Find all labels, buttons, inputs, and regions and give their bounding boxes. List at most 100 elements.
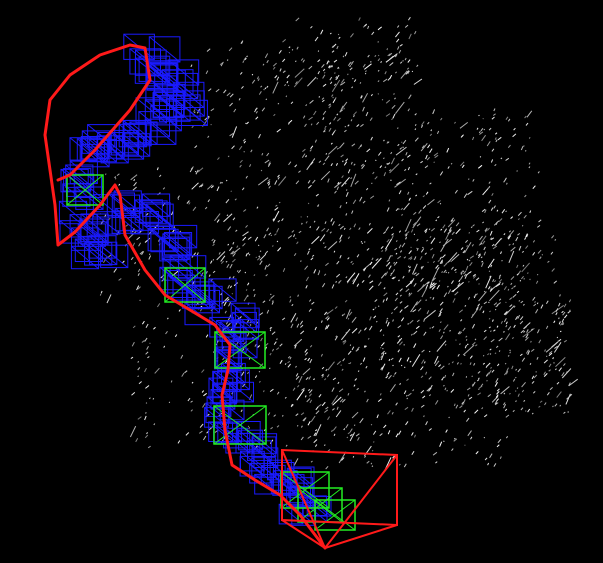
map-point [454, 189, 458, 194]
map-point [245, 175, 248, 179]
map-point [498, 278, 503, 283]
map-point [241, 187, 245, 191]
camera-frustum [58, 200, 88, 225]
camera-frustum [62, 183, 91, 207]
camera-frustum-edge [145, 203, 174, 227]
map-point [415, 272, 420, 277]
map-point [392, 364, 394, 367]
camera-frustum [76, 138, 106, 162]
map-point [486, 371, 490, 376]
map-point [483, 414, 488, 418]
map-point [515, 315, 519, 320]
map-point [490, 339, 495, 343]
map-point [495, 377, 499, 383]
map-point [327, 241, 338, 251]
map-point [398, 463, 401, 466]
map-point [510, 216, 514, 219]
map-point [371, 182, 373, 185]
map-point [204, 115, 210, 121]
map-point [474, 338, 477, 341]
map-point [397, 46, 400, 50]
map-point [337, 33, 340, 36]
map-point [232, 252, 236, 257]
map-point [320, 320, 323, 323]
map-point [516, 290, 520, 294]
map-point [335, 77, 339, 81]
map-point [425, 154, 428, 160]
map-point [436, 361, 439, 364]
map-point [264, 159, 270, 164]
map-point [289, 299, 292, 303]
map-point [377, 69, 380, 72]
map-point [561, 310, 564, 314]
map-point [467, 394, 470, 397]
map-point [390, 272, 394, 275]
map-point [431, 253, 435, 259]
map-point [469, 271, 472, 274]
map-point [403, 344, 405, 346]
map-point [332, 396, 342, 406]
map-point [421, 284, 425, 289]
map-point [364, 455, 367, 458]
map-point [348, 311, 353, 316]
map-point [504, 362, 507, 365]
map-point [329, 81, 333, 85]
map-point [328, 61, 330, 63]
map-point [400, 70, 408, 79]
map-point [489, 353, 492, 355]
map-point [471, 341, 476, 346]
map-point [549, 387, 553, 391]
map-point [307, 250, 310, 255]
map-point [295, 413, 299, 417]
map-point [266, 263, 271, 268]
keyframe [314, 499, 356, 531]
map-point [451, 448, 454, 452]
map-point [309, 226, 312, 229]
map-point [469, 262, 473, 267]
keyframe-edge [164, 267, 206, 303]
map-point [495, 345, 499, 348]
map-point [141, 320, 145, 325]
map-point [384, 71, 387, 75]
map-point [496, 325, 499, 328]
map-point [305, 276, 310, 282]
map-point [344, 299, 348, 303]
map-point [493, 280, 497, 283]
map-point [462, 270, 465, 273]
map-point [520, 407, 524, 411]
map-point [405, 421, 409, 426]
map-point [472, 381, 476, 387]
map-point [130, 174, 138, 181]
map-point [361, 242, 364, 244]
map-point [399, 309, 403, 313]
map-point [477, 303, 481, 307]
map-point [395, 146, 407, 156]
map-point [426, 387, 431, 392]
map-point [311, 254, 315, 257]
map-point [382, 157, 385, 160]
map-point [314, 444, 318, 447]
camera-frustum [106, 192, 136, 216]
map-point [304, 123, 307, 127]
map-point [331, 408, 335, 411]
map-point [144, 337, 148, 342]
map-point [416, 247, 418, 250]
map-point [447, 252, 458, 263]
map-point [566, 393, 573, 400]
camera-frustum-edge [167, 274, 196, 298]
map-point [442, 238, 453, 247]
map-point [333, 83, 337, 86]
map-point [464, 304, 467, 307]
map-point [328, 103, 332, 106]
map-point [212, 270, 216, 274]
map-point [423, 309, 436, 320]
map-point [344, 129, 347, 133]
map-point [231, 292, 234, 295]
camera-frustum [153, 91, 185, 118]
map-point [528, 162, 531, 165]
map-point [407, 392, 412, 397]
map-point [489, 288, 493, 292]
map-point [466, 343, 469, 346]
